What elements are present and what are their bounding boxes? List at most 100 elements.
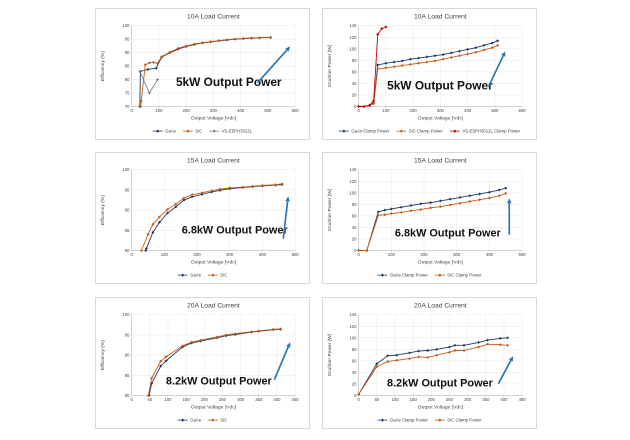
x-tick-label: 300	[226, 252, 234, 257]
x-tick-label: 300	[210, 108, 218, 113]
chart-panel-20a-efficiency: 0 50 100 150 200 250 300 350 400 450 80 85 90 95 100 20…	[95, 297, 310, 429]
chart-panel-15a-efficiency: 0 100 200 300 400 500 80 85 90 95 100 15A Load Curr…	[95, 152, 310, 284]
x-tick-label: 400	[237, 108, 245, 113]
x-axis-label: Output Voltage [Vdc]	[418, 260, 464, 266]
y-tick-label: 120	[349, 324, 357, 329]
y-tick-label: 60	[352, 69, 357, 74]
y-tick-label: 85	[125, 373, 130, 378]
legend-label: GaAs Clamp Power	[351, 129, 390, 134]
legend-marker-icon	[212, 129, 216, 133]
series-sic	[139, 35, 273, 108]
chart-10a-efficiency: 0 100 200 300 400 500 600 70 75 80 85 90 95 100 10A Lo…	[100, 13, 299, 134]
annotation-arrow	[506, 198, 512, 235]
x-tick-label: 200	[410, 108, 418, 113]
chart-15a-snubber-power: 0 100 200 300 400 500 0 20 40 60 80 100 120 140 15A Lo…	[327, 157, 526, 277]
legend-item: GaAs	[177, 418, 201, 423]
series-line	[140, 36, 271, 107]
chart-20a-snubber-power: 0 50 100 150 200 250 300 350 400 450 0 20 40 60 80 100 1…	[327, 302, 527, 423]
legend-marker-icon	[211, 418, 215, 422]
x-tick-label: 450	[292, 397, 300, 402]
arrow-shaft	[282, 201, 289, 239]
x-tick-label: 200	[421, 252, 429, 257]
y-tick-label: 80	[125, 393, 130, 398]
y-tick-label: 100	[122, 167, 130, 172]
series-gaas-clamp-power	[357, 39, 500, 108]
annotation-text: 6.8kW Output Power	[182, 225, 289, 237]
x-tick-label: 400	[500, 397, 508, 402]
x-tick-label: 0	[357, 252, 360, 257]
x-tick-label: 500	[491, 108, 499, 113]
x-tick-label: 600	[519, 108, 527, 113]
arrow-head-icon	[501, 51, 506, 57]
series-gaas	[138, 36, 273, 108]
x-tick-label: 300	[237, 397, 245, 402]
x-tick-label: 0	[130, 252, 133, 257]
annotation-arrow	[282, 196, 290, 239]
series-markers	[357, 39, 500, 108]
legend-item: GaAs	[152, 129, 176, 134]
annotation-arrow	[487, 51, 506, 88]
annotation-arrow	[256, 46, 291, 84]
x-tick-label: 350	[255, 397, 263, 402]
series-markers	[144, 183, 284, 252]
y-tick-label: 20	[352, 381, 357, 386]
y-tick-label: 120	[349, 179, 357, 184]
legend-label: GaAs	[165, 129, 176, 134]
series-markers	[357, 25, 388, 108]
y-tick-label: 70	[125, 104, 130, 109]
chart-panel-20a-snubber-power: 0 50 100 150 200 250 300 350 400 450 0 20 40 60 80 100 1…	[322, 297, 537, 429]
legend-marker-icon	[186, 129, 190, 133]
x-tick-label: 100	[388, 252, 396, 257]
series-gaas-clamp-power	[357, 336, 510, 396]
x-axis-label: Output Voltage [Vdc]	[418, 116, 464, 122]
legend-item: VS-E5PH3012L	[209, 129, 253, 134]
x-axis-label: Output Voltage [Vdc]	[191, 405, 237, 411]
legend-item: VS-E5PH3012L Clamp Power	[449, 129, 521, 134]
y-tick-label: 20	[352, 236, 357, 241]
x-tick-label: 450	[519, 397, 527, 402]
y-tick-label: 85	[125, 228, 130, 233]
x-tick-label: 200	[428, 397, 436, 402]
x-tick-label: 350	[482, 397, 490, 402]
y-tick-label: 100	[349, 46, 357, 51]
y-axis-label: Snubber Power [W]	[327, 333, 333, 376]
legend-item: GaAs Clamp Power	[377, 418, 429, 423]
y-tick-label: 95	[125, 187, 130, 192]
x-tick-label: 50	[147, 397, 152, 402]
series-line	[139, 37, 271, 107]
chart-20a-efficiency: 0 50 100 150 200 250 300 350 400 450 80 85 90 95 100 20…	[100, 302, 300, 423]
legend-label: SiC	[220, 418, 227, 423]
y-tick-label: 90	[125, 353, 130, 358]
y-axis-label: Snubber Power [W]	[327, 188, 333, 231]
chart-title: 10A Load Current	[187, 13, 240, 20]
legend: GaAs Clamp Power SiC Clamp Power VS-E5PH30…	[338, 129, 521, 134]
x-tick-label: 200	[201, 397, 209, 402]
y-tick-label: 80	[125, 77, 130, 82]
y-tick-label: 120	[349, 35, 357, 40]
y-tick-label: 90	[125, 208, 130, 213]
y-tick-label: 140	[349, 23, 357, 28]
chart-panel-10a-efficiency: 0 100 200 300 400 500 600 70 75 80 85 90 95 100 10A Lo…	[95, 8, 310, 140]
chart-title: 20A Load Current	[187, 302, 240, 309]
x-tick-label: 0	[357, 397, 360, 402]
x-tick-label: 100	[391, 397, 399, 402]
y-tick-label: 60	[352, 358, 357, 363]
y-tick-label: 95	[125, 37, 130, 42]
series-sic-clamp-power	[357, 342, 510, 396]
y-tick-label: 140	[349, 167, 357, 172]
x-tick-label: 0	[130, 397, 133, 402]
annotation-text: 8.2kW Output Power	[166, 376, 273, 388]
legend-marker-icon	[380, 418, 385, 422]
chart-title: 15A Load Current	[414, 157, 467, 164]
y-tick-label: 85	[125, 64, 130, 69]
series-markers	[139, 35, 273, 108]
chart-15a-efficiency: 0 100 200 300 400 500 80 85 90 95 100 15A Load Curr…	[100, 157, 299, 278]
x-tick-label: 100	[155, 108, 163, 113]
series-gaas	[144, 183, 284, 252]
annotation-text: 6.8kW Output Power	[395, 228, 502, 240]
x-tick-label: 100	[382, 108, 390, 113]
legend-item: GaAs	[177, 273, 201, 278]
arrow-head-icon	[285, 196, 290, 202]
legend-item: SiC Clamp Power	[434, 418, 482, 423]
x-tick-label: 400	[486, 252, 494, 257]
